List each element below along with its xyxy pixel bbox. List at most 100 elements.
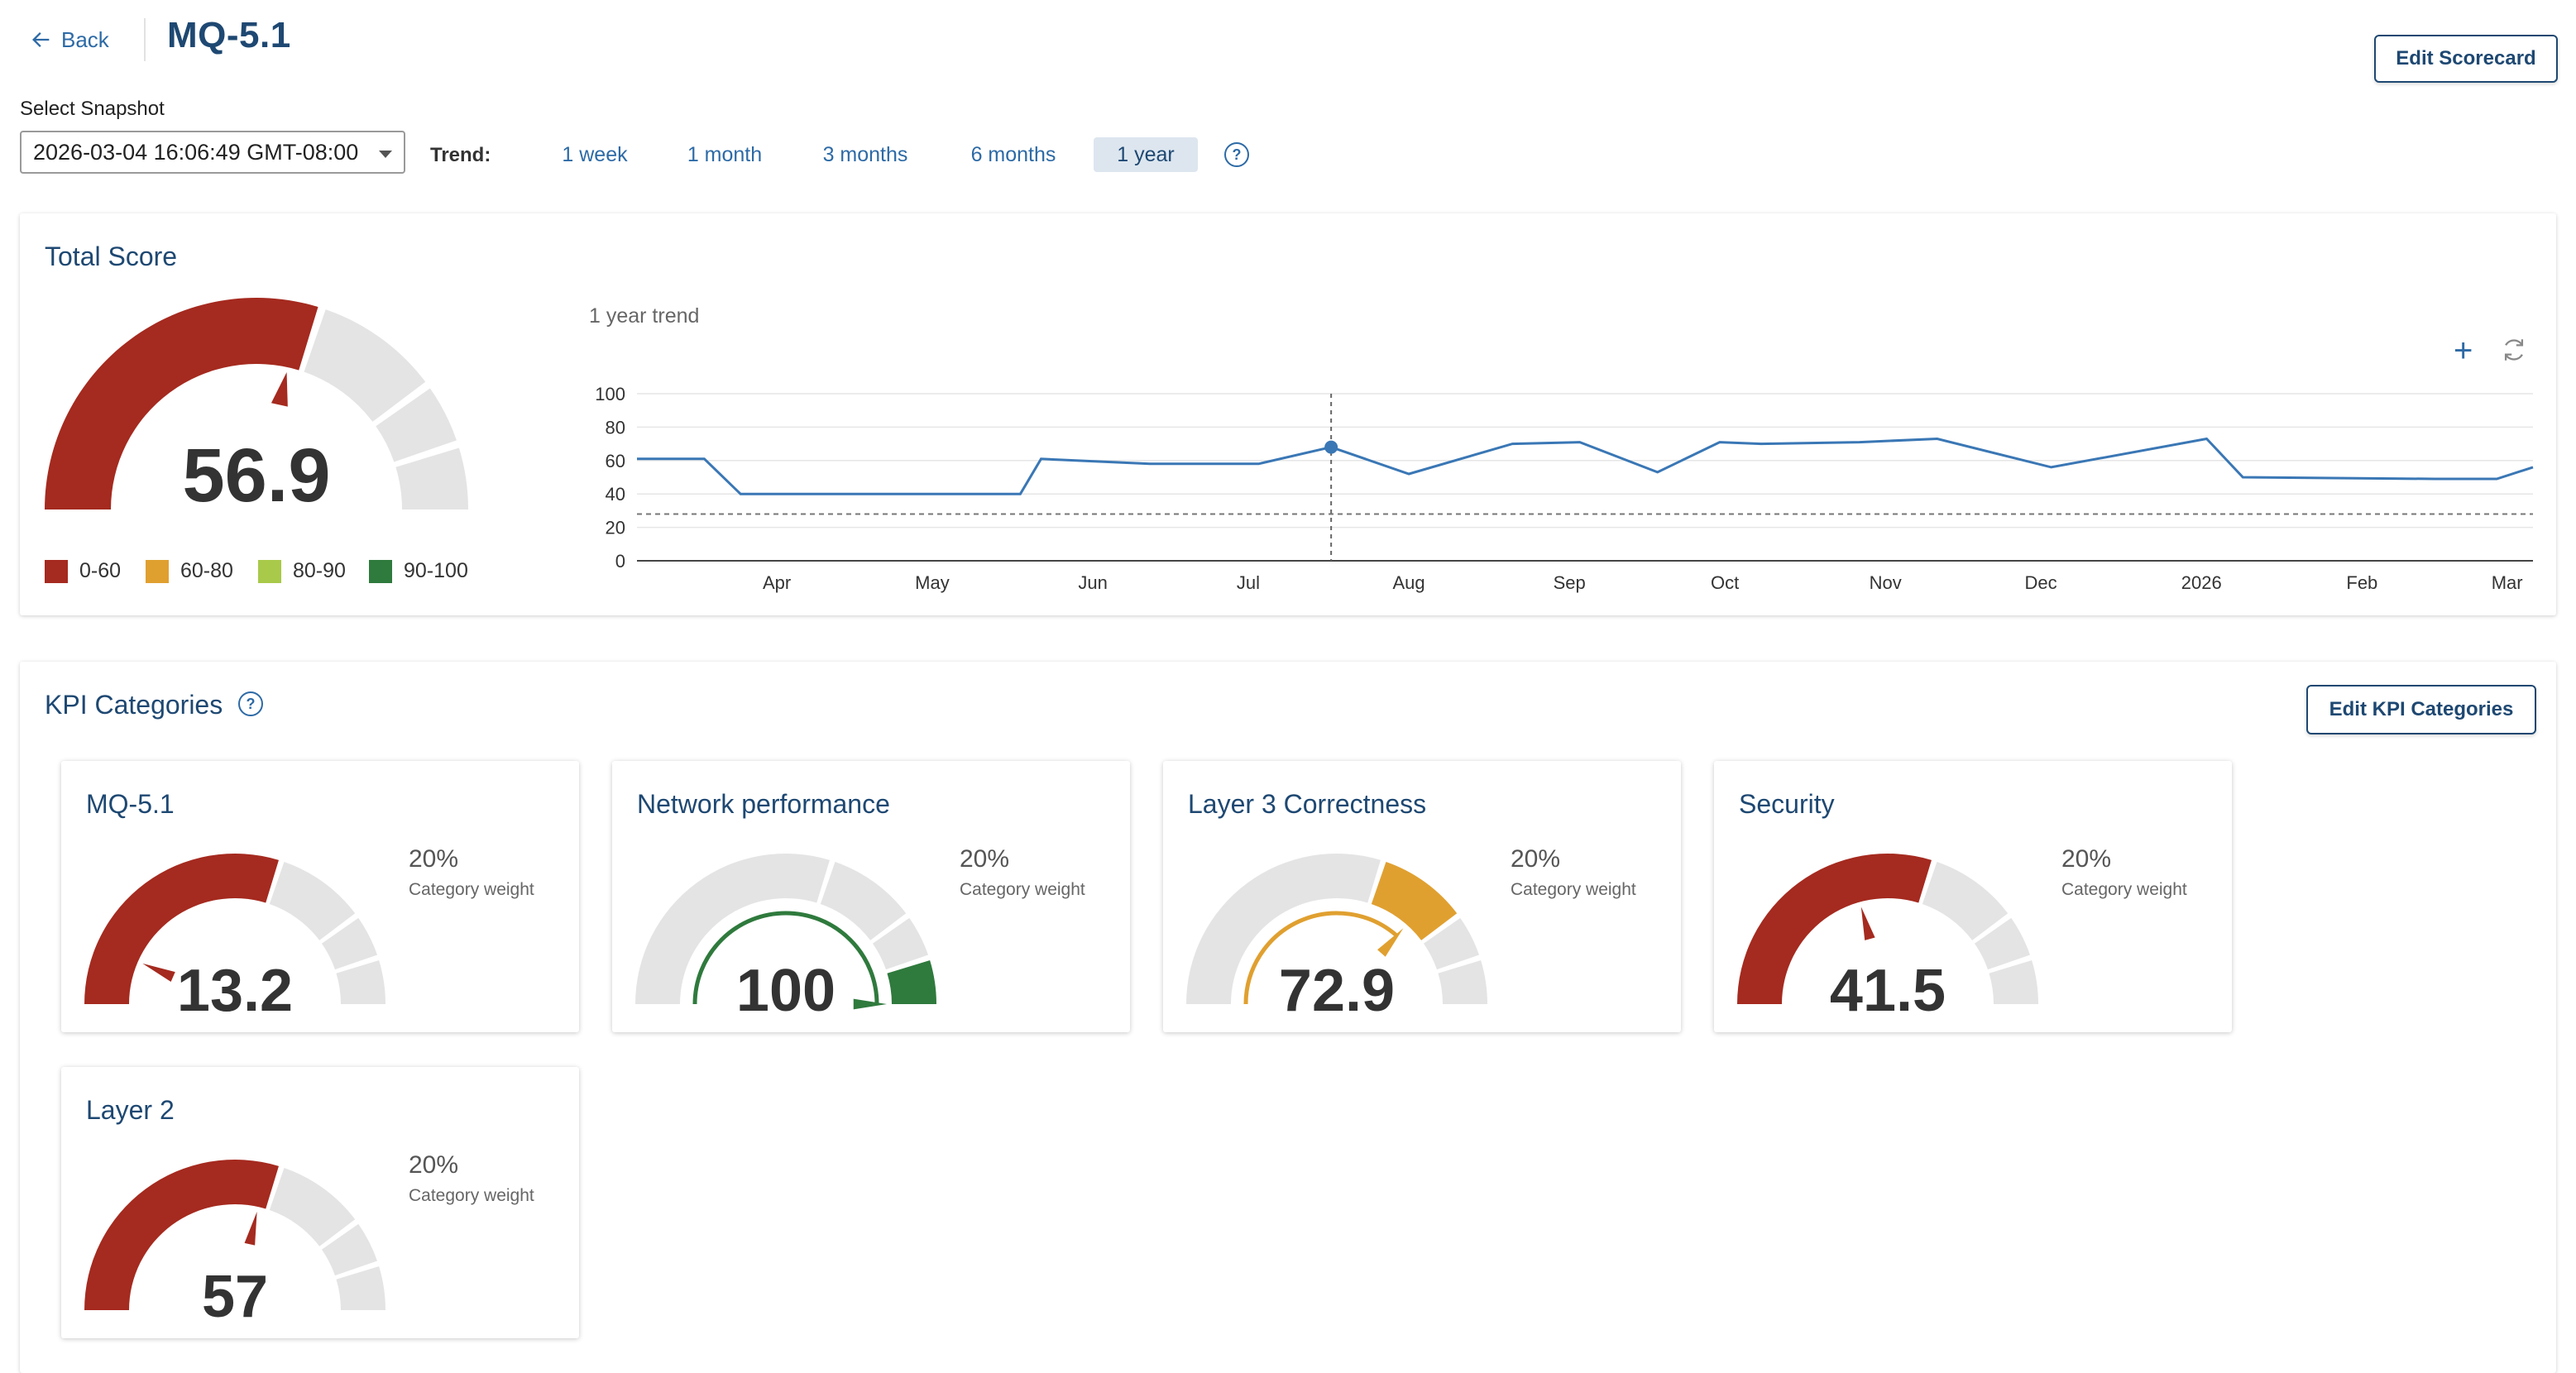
snapshot-label: Select Snapshot bbox=[20, 98, 165, 120]
trend-line-chart[interactable]: 0 20 40 60 80 100 Apr May Jun Jul Aug Sep Oct Nov Dec 2… bbox=[571, 372, 2540, 604]
kpi-card-mq-5-1[interactable]: MQ-5.1 13.2 20% Category weight bbox=[61, 761, 579, 1032]
kpi-card-title: Network performance bbox=[637, 789, 890, 819]
total-score-gauge: 56.9 bbox=[45, 297, 468, 518]
x-tick-label: Mar bbox=[2492, 572, 2523, 593]
gauge-zone-90-100 bbox=[336, 1266, 385, 1310]
kpi-card-weight: 20% bbox=[960, 845, 1010, 873]
kpi-gauge: 41.5 bbox=[1737, 854, 2038, 1017]
total-score-value: 56.9 bbox=[182, 433, 330, 518]
x-tick-label: Jun bbox=[1078, 572, 1107, 593]
gauge-needle bbox=[1377, 928, 1404, 957]
x-tick-label: Oct bbox=[1711, 572, 1739, 593]
kpi-card-title: Layer 3 Correctness bbox=[1188, 789, 1427, 819]
edit-scorecard-button[interactable]: Edit Scorecard bbox=[2374, 35, 2558, 83]
kpi-gauge: 13.2 bbox=[84, 854, 385, 1017]
back-label: Back bbox=[61, 26, 109, 52]
gauge-zone-80-90 bbox=[872, 917, 929, 970]
x-tick-label: Dec bbox=[2025, 572, 2057, 593]
trend-tab-1-year[interactable]: 1 year bbox=[1094, 137, 1198, 172]
header-divider bbox=[144, 18, 146, 61]
legend-swatch bbox=[369, 559, 392, 583]
kpi-card-layer-2[interactable]: Layer 2 57 20% Category weight bbox=[61, 1067, 579, 1338]
kpi-categories-title: KPI Categories bbox=[45, 690, 223, 720]
kpi-card-value: 41.5 bbox=[1830, 958, 1946, 1017]
x-tick-label: Aug bbox=[1393, 572, 1425, 593]
y-tick-label: 60 bbox=[606, 451, 625, 471]
legend-item-90-100: 90-100 bbox=[369, 559, 468, 583]
y-tick-label: 40 bbox=[606, 484, 625, 505]
highlight-point bbox=[1324, 440, 1338, 454]
legend-label: 60-80 bbox=[180, 559, 233, 582]
gauge-zone-80-90 bbox=[1423, 917, 1480, 970]
y-tick-label: 20 bbox=[606, 518, 625, 538]
back-button[interactable]: Back bbox=[30, 25, 109, 55]
series-line bbox=[637, 437, 2534, 495]
kpi-card-layer-3-correctness[interactable]: Layer 3 Correctness 72.9 20% Category we… bbox=[1163, 761, 1681, 1032]
gauge-needle bbox=[271, 371, 288, 407]
gauge-progress-arc bbox=[1243, 911, 1399, 1005]
y-tick-label: 100 bbox=[595, 384, 625, 404]
gauge-zone-60-80 bbox=[820, 861, 907, 940]
kpi-card-title: MQ-5.1 bbox=[86, 789, 175, 819]
page-title: MQ-5.1 bbox=[167, 15, 291, 55]
gauge-zone-60-80 bbox=[269, 861, 356, 940]
kpi-card-value: 72.9 bbox=[1279, 958, 1395, 1017]
gauge-needle bbox=[853, 998, 887, 1010]
trend-tab-3-months[interactable]: 3 months bbox=[822, 142, 908, 166]
gauge-needle bbox=[142, 963, 175, 982]
legend-swatch bbox=[146, 559, 169, 583]
trend-chart-caption: 1 year trend bbox=[589, 304, 700, 328]
kpi-card-title: Security bbox=[1739, 789, 1835, 819]
trend-tab-6-months[interactable]: 6 months bbox=[970, 142, 1056, 166]
gauge-zone-90-100 bbox=[395, 447, 468, 509]
kpi-gauge: 100 bbox=[635, 854, 936, 1017]
kpi-gauge: 57 bbox=[84, 1160, 385, 1323]
gauge-zone-0-60 bbox=[1737, 854, 1932, 1004]
gauge-zone-60-80 bbox=[269, 1167, 356, 1246]
kpi-card-weight-label: Category weight bbox=[960, 880, 1085, 899]
gauge-zone-0-60 bbox=[84, 1160, 279, 1310]
legend-item-60-80: 60-80 bbox=[146, 559, 233, 583]
legend-swatch bbox=[45, 559, 68, 583]
legend-label: 80-90 bbox=[293, 559, 346, 582]
snapshot-selected-value: 2026-03-04 16:06:49 GMT-08:00 bbox=[33, 139, 359, 165]
kpi-card-security[interactable]: Security 41.5 20% Category weight bbox=[1714, 761, 2232, 1032]
snapshot-select[interactable]: 2026-03-04 16:06:49 GMT-08:00 bbox=[20, 131, 405, 174]
gauge-zone-90-100 bbox=[1989, 960, 2038, 1004]
trend-tab-1-month[interactable]: 1 month bbox=[687, 142, 763, 166]
x-tick-label: Sep bbox=[1554, 572, 1586, 593]
x-tick-label: Jul bbox=[1237, 572, 1260, 593]
edit-kpi-categories-button[interactable]: Edit KPI Categories bbox=[2306, 685, 2536, 734]
zoom-plus-icon[interactable]: + bbox=[2454, 332, 2473, 369]
legend-swatch bbox=[258, 559, 281, 583]
kpi-card-weight: 20% bbox=[2061, 845, 2112, 873]
trend-help-icon[interactable]: ? bbox=[1224, 142, 1249, 167]
kpi-card-value: 100 bbox=[736, 958, 836, 1017]
kpi-card-weight-label: Category weight bbox=[409, 880, 534, 899]
caret-down-icon bbox=[379, 151, 392, 158]
gauge-zone-80-90 bbox=[1974, 917, 2031, 970]
gauge-zone-90-100 bbox=[887, 960, 936, 1004]
x-tick-label: Feb bbox=[2346, 572, 2377, 593]
gauge-zone-0-60 bbox=[84, 854, 279, 1004]
gauge-zone-60-80 bbox=[1371, 861, 1458, 940]
x-tick-label: Apr bbox=[763, 572, 791, 593]
reset-zoom-icon[interactable] bbox=[2500, 336, 2528, 364]
kpi-card-weight-label: Category weight bbox=[2061, 880, 2187, 899]
x-tick-label: May bbox=[915, 572, 950, 593]
legend-label: 0-60 bbox=[79, 559, 122, 582]
kpi-help-icon[interactable]: ? bbox=[238, 691, 263, 716]
kpi-card-network-performance[interactable]: Network performance 100 20% Category wei… bbox=[612, 761, 1130, 1032]
gauge-zone-0-60 bbox=[1186, 854, 1381, 1004]
kpi-gauge: 72.9 bbox=[1186, 854, 1487, 1017]
kpi-card-title: Layer 2 bbox=[86, 1095, 175, 1125]
gauge-zone-80-90 bbox=[376, 388, 457, 462]
legend-label: 90-100 bbox=[404, 559, 468, 582]
trend-label: Trend: bbox=[430, 144, 491, 166]
gauge-needle bbox=[1860, 907, 1875, 940]
kpi-card-weight: 20% bbox=[1511, 845, 1561, 873]
trend-tab-1-week[interactable]: 1 week bbox=[562, 142, 628, 166]
kpi-card-weight: 20% bbox=[409, 1151, 459, 1179]
gauge-zone-60-80 bbox=[1922, 861, 2009, 940]
legend-item-0-60: 0-60 bbox=[45, 559, 121, 583]
